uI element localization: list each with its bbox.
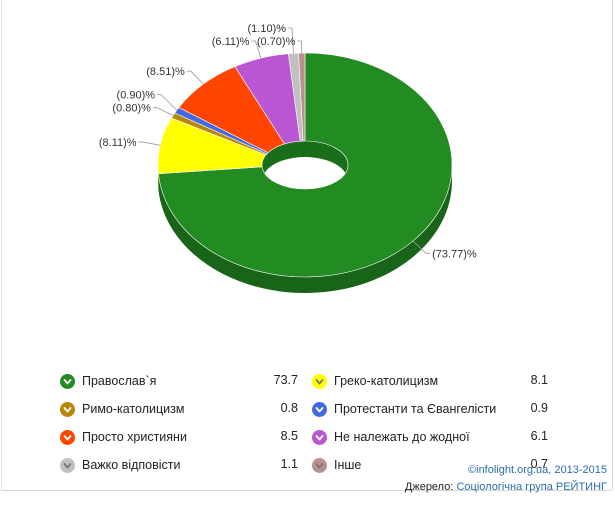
legend-item[interactable]: Просто християни	[60, 427, 187, 447]
legend-value: 8.1	[530, 373, 548, 387]
check-icon	[60, 429, 75, 445]
slice-label-3: (0.90)%	[117, 90, 156, 102]
copyright-credit[interactable]: ©infolight.org.ua, 2013-2015	[468, 464, 607, 476]
slice-labels: (73.77)% (8.11)% (0.80)%(0.90)% (8.51)% (6.1…	[99, 23, 477, 260]
check-icon	[312, 429, 327, 445]
check-icon	[312, 373, 327, 389]
slice-7[interactable]	[298, 52, 306, 142]
check-icon	[60, 457, 75, 473]
legend-label: Православ`я	[82, 374, 157, 388]
slice-label-1: (8.11)%	[99, 137, 137, 149]
source-credit: Джерело: Соціологічна група РЕЙТИНГ	[405, 481, 607, 493]
legend-label: Протестанти та Євангелісти	[334, 402, 497, 416]
label-connector-5	[251, 40, 262, 59]
source-prefix: Джерело:	[404, 481, 457, 493]
pie-slices	[157, 52, 453, 293]
legend-value: 0.7	[530, 457, 548, 471]
slice-label-4: (8.51)%	[146, 66, 185, 78]
legend-item[interactable]: Римо-католицизм	[60, 399, 184, 419]
legend-label: Греко-католицизм	[334, 374, 439, 388]
legend-value: 6.1	[530, 429, 548, 443]
label-connector-3	[157, 94, 178, 111]
label-connector-7	[297, 40, 303, 54]
legend-value: 1.1	[280, 457, 298, 471]
check-icon	[312, 401, 327, 417]
slice-0[interactable]	[158, 52, 453, 278]
check-icon	[312, 457, 327, 473]
legend-item[interactable]: Не належать до жодної	[312, 427, 470, 447]
label-connector-0	[412, 240, 431, 254]
slice-label-2: (0.80)%	[112, 103, 151, 115]
legend-label: Важко відповісти	[82, 458, 181, 472]
slice-label-5: (6.11)%	[212, 36, 250, 48]
legend-value: 0.9	[530, 401, 548, 415]
legend-item[interactable]: Протестанти та Євангелісти	[312, 399, 496, 419]
check-icon	[60, 401, 75, 417]
legend-value: 0.8	[280, 401, 298, 415]
legend-label: Не належать до жодної	[334, 430, 470, 444]
label-connector-6	[288, 27, 294, 54]
legend-label: Інше	[334, 458, 362, 472]
legend-value: 8.5	[280, 429, 298, 443]
legend-label: Римо-католицизм	[82, 402, 185, 416]
slice-label-6: (1.10)%	[248, 23, 287, 35]
legend-label: Просто християни	[82, 430, 187, 444]
slice-label-7: (0.70)%	[257, 36, 296, 48]
slice-label-0: (73.77)%	[432, 248, 477, 260]
legend-value: 73.7	[273, 373, 298, 387]
legend-item[interactable]: Православ`я	[60, 371, 156, 391]
label-connector-4	[186, 70, 204, 85]
legend-item[interactable]: Інше	[312, 455, 361, 475]
legend-item[interactable]: Важко відповісти	[60, 455, 181, 475]
source-link[interactable]: Соціологічна група РЕЙТИНГ	[456, 481, 607, 493]
legend-item[interactable]: Греко-католицизм	[312, 371, 438, 391]
label-connector-2	[152, 107, 174, 116]
check-icon	[60, 373, 75, 389]
donut-chart: (73.77)% (8.11)% (0.80)%(0.90)% (8.51)% (6.1…	[99, 23, 477, 293]
label-connector-1	[138, 141, 161, 146]
donut-inner-wall	[262, 141, 348, 181]
